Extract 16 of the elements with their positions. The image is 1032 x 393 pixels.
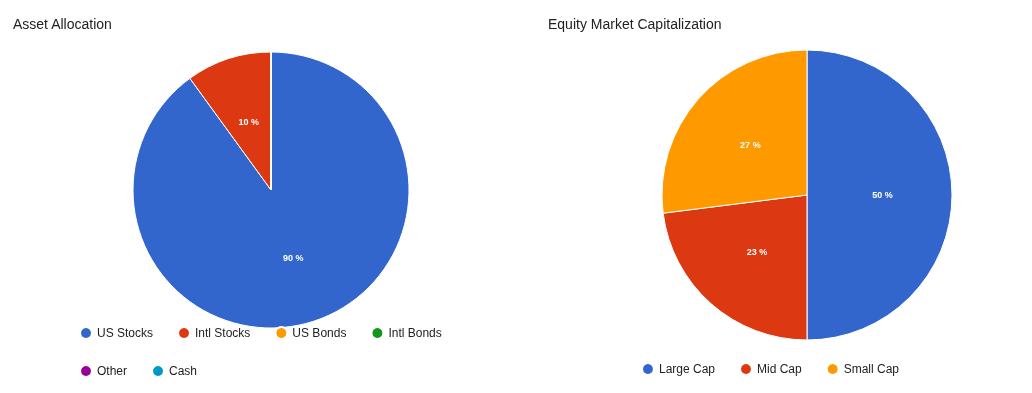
legend-label: Intl Bonds	[388, 326, 442, 340]
legend-label: US Bonds	[292, 326, 347, 340]
legend-label: Mid Cap	[757, 362, 803, 376]
legend-label: Small Cap	[843, 362, 900, 376]
legend-label: Other	[97, 364, 128, 378]
data-label: 90 %	[282, 253, 304, 264]
legend-label: Large Cap	[658, 362, 716, 376]
legend-label: US Stocks	[97, 326, 154, 340]
legend-label: Cash	[169, 364, 198, 378]
legend-label: Intl Stocks	[195, 326, 251, 340]
chart-title: Equity Market Capitalization	[548, 16, 722, 32]
chart-title: Asset Allocation	[13, 16, 112, 32]
data-label: 27 %	[740, 140, 761, 151]
data-label: 23 %	[746, 246, 768, 257]
data-label: 50 %	[872, 190, 893, 200]
data-label: 10 %	[238, 116, 260, 127]
